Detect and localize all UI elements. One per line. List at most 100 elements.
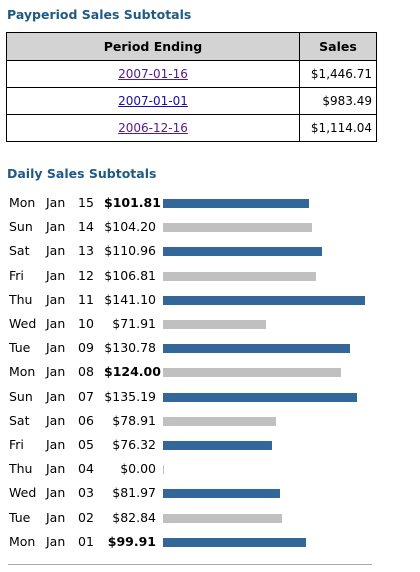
daily-row: Fri Jan 12 $106.81: [0, 263, 420, 287]
table-row: 2007-01-01 $983.49: [6, 87, 377, 115]
sales-bar: [163, 537, 306, 547]
day-number: 11: [78, 291, 94, 307]
payperiod-title: Payperiod Sales Subtotals: [7, 7, 192, 22]
daily-row: Thu Jan 04 $0.00: [0, 456, 420, 480]
daily-amount: $104.20: [104, 219, 156, 235]
bottom-divider: [8, 564, 372, 565]
daily-row: Wed Jan 03 $81.97: [0, 480, 420, 504]
table-row: 2006-12-16 $1,114.04: [6, 114, 377, 142]
daily-row: Fri Jan 05 $76.32: [0, 432, 420, 456]
month: Jan: [46, 219, 66, 235]
month: Jan: [46, 195, 66, 210]
table-row: 2007-01-16 $1,446.71: [6, 60, 377, 88]
day-number: 14: [78, 219, 94, 235]
sales-bar: [163, 441, 272, 450]
period-cell: 2007-01-16: [6, 60, 300, 88]
day-of-week: Fri: [9, 437, 24, 452]
day-of-week: Mon: [9, 533, 36, 549]
period-cell: 2007-01-01: [6, 87, 300, 115]
daily-row: Mon Jan 15 $101.81: [0, 190, 420, 214]
sales-bar: [163, 247, 322, 257]
day-number: 15: [78, 195, 94, 210]
daily-row: Tue Jan 02 $82.84: [0, 505, 420, 529]
month: Jan: [46, 509, 66, 525]
day-number: 02: [78, 509, 94, 525]
period-link[interactable]: 2007-01-16: [118, 67, 188, 81]
sales-bar: [163, 271, 316, 281]
sales-bar: [163, 223, 312, 233]
period-link[interactable]: 2007-01-01: [118, 94, 188, 108]
daily-amount: $0.00: [120, 461, 156, 477]
month: Jan: [46, 267, 66, 283]
day-number: 12: [78, 267, 94, 283]
sales-bar: [163, 344, 350, 354]
table-header-row: Period Ending Sales: [6, 32, 377, 61]
daily-amount: $99.91: [107, 533, 156, 549]
day-of-week: Sun: [9, 219, 33, 235]
day-of-week: Wed: [9, 485, 37, 501]
day-of-week: Sat: [9, 243, 30, 259]
day-of-week: Thu: [9, 461, 33, 477]
sales-bar: [163, 199, 309, 208]
daily-row: Mon Jan 01 $99.91: [0, 529, 420, 553]
daily-amount: $81.97: [112, 485, 156, 501]
month: Jan: [46, 461, 66, 477]
day-of-week: Mon: [9, 195, 36, 210]
daily-amount: $135.19: [104, 388, 156, 404]
period-cell: 2006-12-16: [6, 114, 300, 142]
daily-amount: $71.91: [112, 316, 156, 331]
day-number: 01: [78, 533, 94, 549]
sales-bar: [163, 320, 266, 329]
daily-title: Daily Sales Subtotals: [7, 166, 157, 181]
period-link[interactable]: 2006-12-16: [118, 121, 188, 135]
sales-header: Sales: [299, 32, 377, 61]
day-of-week: Wed: [9, 316, 37, 331]
daily-row: Tue Jan 09 $130.78: [0, 335, 420, 359]
day-number: 05: [78, 437, 94, 452]
day-number: 08: [78, 364, 94, 380]
daily-row: Sat Jan 06 $78.91: [0, 408, 420, 432]
daily-amount: $106.81: [104, 267, 156, 283]
daily-amount: $76.32: [112, 437, 156, 452]
month: Jan: [46, 533, 66, 549]
daily-row: Wed Jan 10 $71.91: [0, 311, 420, 335]
sales-bar: [163, 392, 357, 402]
month: Jan: [46, 291, 66, 307]
daily-row: Mon Jan 08 $124.00: [0, 359, 420, 383]
period-ending-header: Period Ending: [6, 32, 300, 61]
day-number: 04: [78, 461, 94, 477]
month: Jan: [46, 485, 66, 501]
month: Jan: [46, 316, 66, 331]
day-number: 13: [78, 243, 94, 259]
day-of-week: Sun: [9, 388, 33, 404]
day-of-week: Mon: [9, 364, 36, 380]
daily-row: Thu Jan 11 $141.10: [0, 287, 420, 311]
day-of-week: Thu: [9, 291, 33, 307]
daily-amount: $82.84: [112, 509, 156, 525]
day-of-week: Fri: [9, 267, 24, 283]
day-of-week: Tue: [9, 340, 31, 356]
daily-amount: $124.00: [104, 364, 161, 380]
day-number: 10: [78, 316, 94, 331]
daily-amount: $101.81: [104, 195, 161, 210]
month: Jan: [46, 437, 66, 452]
daily-row: Sat Jan 13 $110.96: [0, 238, 420, 262]
month: Jan: [46, 364, 66, 380]
day-number: 09: [78, 340, 94, 356]
day-of-week: Tue: [9, 509, 31, 525]
month: Jan: [46, 388, 66, 404]
sales-cell: $1,114.04: [299, 114, 377, 142]
sales-cell: $1,446.71: [299, 60, 377, 88]
daily-amount: $141.10: [104, 291, 156, 307]
sales-bar: [163, 513, 282, 523]
day-number: 06: [78, 412, 94, 428]
sales-bar: [163, 416, 276, 426]
daily-amount: $110.96: [104, 243, 156, 259]
sales-bar: [163, 465, 164, 475]
payperiod-table: Period Ending Sales 2007-01-16 $1,446.71 2…: [6, 32, 377, 142]
daily-amount: $130.78: [104, 340, 156, 356]
month: Jan: [46, 243, 66, 259]
day-number: 03: [78, 485, 94, 501]
sales-bar: [163, 368, 341, 378]
day-number: 07: [78, 388, 94, 404]
